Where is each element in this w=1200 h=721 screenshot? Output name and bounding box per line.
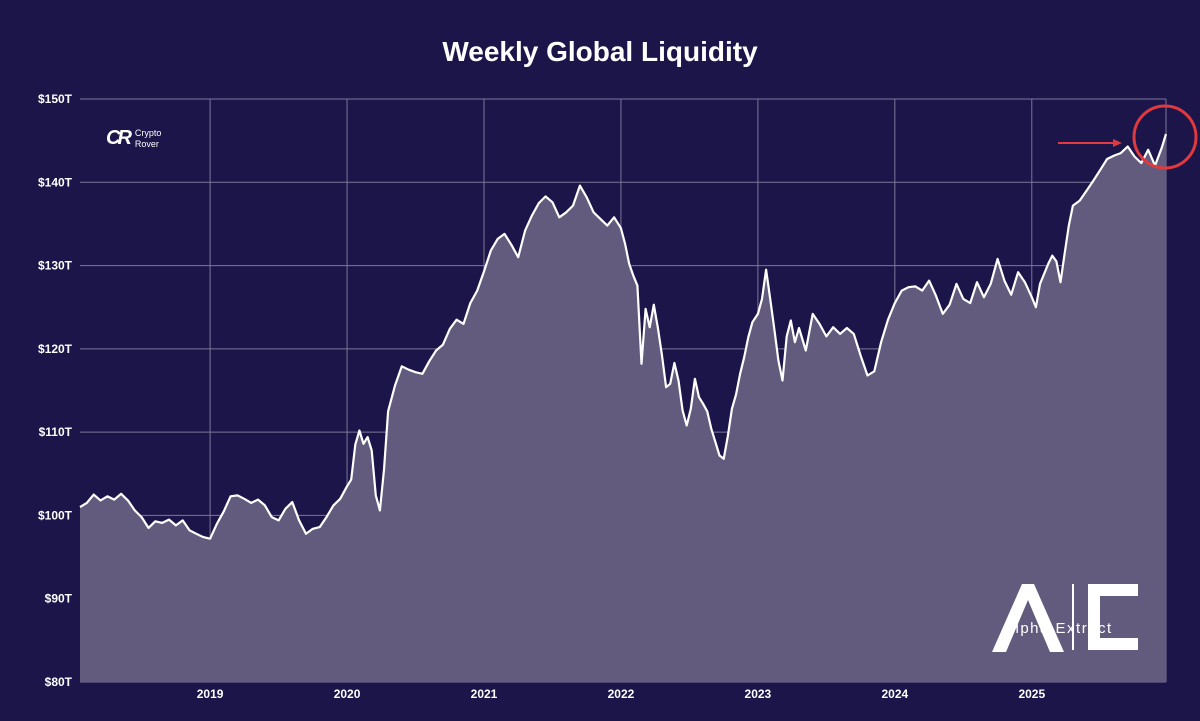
y-tick-label: $100T <box>38 508 73 522</box>
x-tick-label: 2019 <box>197 687 224 701</box>
x-tick-label: 2024 <box>881 687 908 701</box>
crypto-rover-line1: Crypto <box>134 127 162 138</box>
crypto-rover-line2: Rover <box>134 138 159 149</box>
alpha-extract-caption: Alpha Extract <box>1004 620 1113 637</box>
alpha-extract-monogram-icon <box>992 584 1138 652</box>
series-line <box>79 133 1168 540</box>
x-tick-label: 2020 <box>334 687 361 701</box>
y-tick-label: $130T <box>38 259 73 273</box>
y-tick-label: $80T <box>45 675 73 689</box>
x-tick-label: 2025 <box>1018 687 1045 701</box>
y-tick-label: $120T <box>38 342 73 356</box>
chart-title: Weekly Global Liquidity <box>442 36 758 67</box>
y-tick-label: $90T <box>45 592 73 606</box>
y-tick-label: $110T <box>39 425 73 439</box>
y-tick-label: $140T <box>38 175 73 189</box>
y-tick-label: $150T <box>38 92 73 106</box>
chart-area-series <box>79 133 1168 682</box>
x-tick-label: 2023 <box>745 687 772 701</box>
series-area <box>80 134 1166 682</box>
chart-annotations <box>1058 104 1198 170</box>
crypto-rover-icon: CR <box>106 127 132 149</box>
crypto-rover-logo: CR Crypto Rover <box>106 127 161 150</box>
alpha-extract-logo: Alpha Extract <box>990 580 1142 654</box>
chart-axes: $80T $90T $100T $110T $120T $130T $140T $150T 20… <box>38 92 1045 701</box>
x-tick-label: 2021 <box>471 687 498 701</box>
x-tick-label: 2022 <box>608 687 635 701</box>
annotation-arrowhead <box>1113 138 1122 147</box>
highlight-circle <box>1132 104 1198 170</box>
